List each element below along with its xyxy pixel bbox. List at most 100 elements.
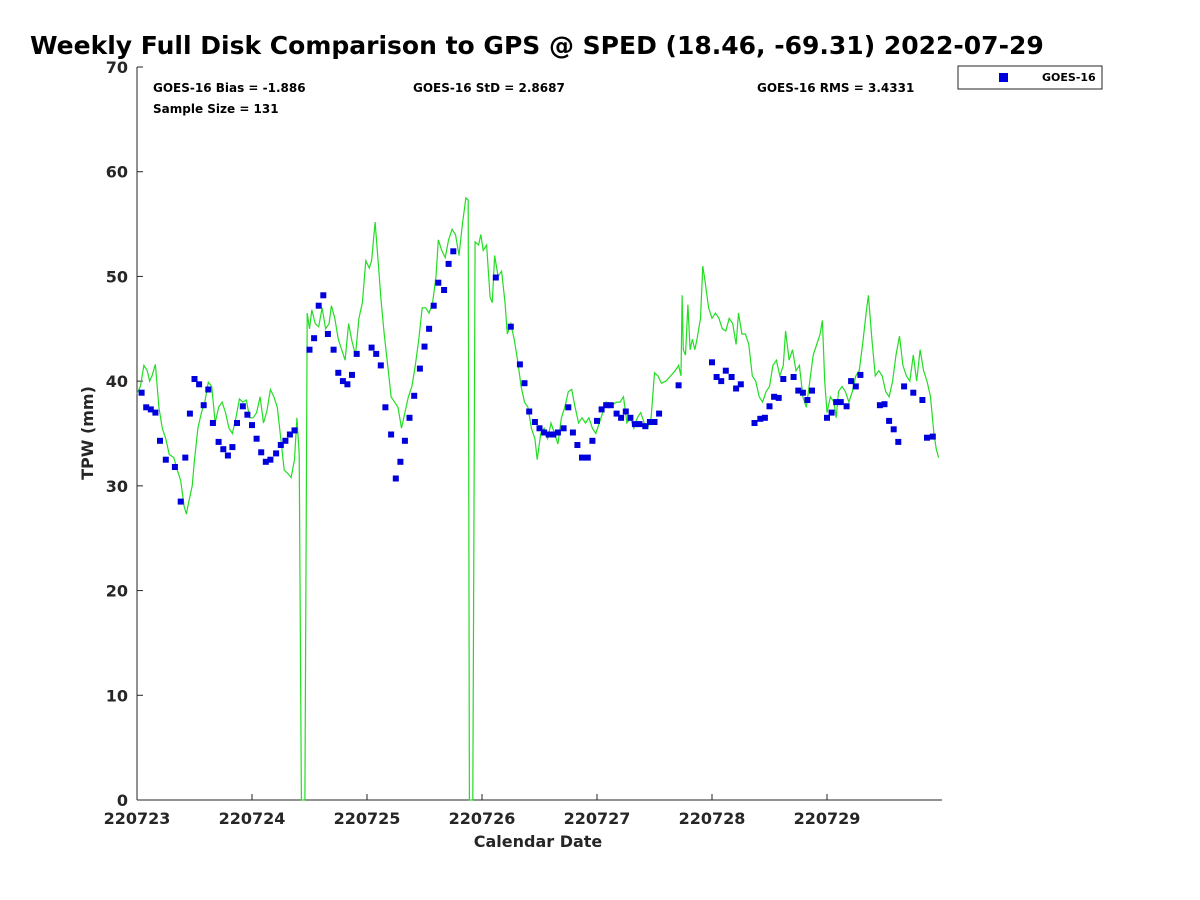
goes-16-point [536,425,543,432]
goes-16-point [790,374,797,380]
x-tick-label: 220723 [104,809,171,828]
goes-16-point [401,437,408,444]
y-tick-label: 40 [106,372,128,391]
goes-16-point [330,346,337,353]
goes-16-point [881,401,888,408]
goes-16-point [147,406,154,413]
goes-16-point [890,426,897,433]
goes-16-point [344,381,351,388]
goes-16-point [138,389,145,396]
goes-16-point [382,404,389,411]
goes-16-point [373,350,380,357]
goes-16-point [531,419,538,425]
x-tick-label: 220724 [219,809,286,828]
sample-size-stat: Sample Size = 131 [153,102,279,116]
goes-16-point [450,248,457,255]
y-tick-label: 70 [106,58,128,77]
goes-16-point [809,387,815,394]
goes-16-point [929,433,936,440]
goes-16-point [277,442,284,448]
goes-16-point [421,343,428,350]
goes-16-point [603,402,610,409]
goes-16-point [622,408,629,415]
goes-16-point [554,429,561,436]
goes-16-point [215,438,222,445]
goes-16-point [306,346,313,353]
goes-16-point [445,260,452,267]
goes-16-point [627,414,634,421]
goes-16-point [901,383,908,390]
goes-16-series [138,248,936,505]
goes-16-point [229,444,236,451]
goes-16-point [171,464,178,470]
goes-16-point [377,362,384,369]
goes-16-point [876,402,883,409]
goes-16-point [435,279,442,286]
goes-16-point [244,411,251,418]
goes-16-point [852,383,859,390]
goes-16-point [273,450,280,457]
chart-title: Weekly Full Disk Comparison to GPS @ SPE… [30,31,1044,60]
goes-16-point [775,394,782,401]
goes-16-point [804,397,811,403]
goes-16-point [267,456,274,463]
goes-16-point [152,409,159,416]
goes-16-point [642,423,649,430]
goes-16-point [824,414,830,421]
std-stat: GOES-16 StD = 2.8687 [413,81,565,95]
goes-16-point [886,417,893,424]
goes-16-point [598,406,605,413]
x-tick-label: 220726 [449,809,516,828]
goes-16-point [177,498,184,505]
goes-16-point [320,292,327,299]
goes-16-point [426,325,433,332]
goes-16-point [143,404,150,411]
y-tick-label: 30 [106,477,128,496]
goes-16-point [392,475,399,482]
goes-16-point [631,421,638,428]
x-axis-label: Calendar Date [474,832,603,851]
goes-16-point [766,403,773,410]
x-axis-ticks: 220723 220724 220725 220726 220727 220728 2207… [104,794,860,828]
goes-16-point [579,454,585,461]
goes-16-point [349,371,355,378]
goes-16-point [574,442,581,448]
goes-16-point [406,414,413,421]
goes-16-point [196,381,203,388]
goes-16-point [737,381,744,388]
y-axis-ticks: 0 10 20 30 40 50 60 70 [106,58,143,810]
plot-area: 0 10 20 30 40 50 60 70 220723 220724 220725 220726… [104,58,942,828]
goes-16-point [857,371,864,378]
goes-16-point [397,458,404,465]
x-tick-label: 220727 [564,809,631,828]
legend-label-goes-16: GOES-16 [1042,71,1096,84]
goes-16-point [636,421,643,428]
x-tick-label: 220728 [679,809,746,828]
goes-16-point [722,367,729,374]
goes-16-point [182,454,189,461]
goes-16-point [286,431,293,438]
goes-16-point [430,302,437,309]
rms-stat: GOES-16 RMS = 3.4331 [757,81,914,95]
goes-16-point [565,404,572,411]
goes-16-point [388,431,395,438]
goes-16-point [613,410,620,417]
goes-16-point [757,415,764,422]
goes-16-point [507,323,514,330]
goes-16-point [521,380,528,387]
goes-16-point [837,399,844,406]
goes-16-point [234,420,240,426]
goes-16-point [157,437,163,444]
y-axis-label: TPW (mm) [78,386,97,480]
goes-16-point [833,399,840,406]
goes-16-point [339,378,346,385]
y-tick-label: 10 [106,686,128,705]
goes-16-point [162,456,169,463]
goes-16-point [584,454,591,461]
goes-16-point [368,344,375,351]
goes-16-point [492,274,499,281]
goes-16-point [220,446,227,453]
goes-16-point [910,389,917,396]
goes-16-point [516,361,523,368]
gps-series [136,196,940,801]
